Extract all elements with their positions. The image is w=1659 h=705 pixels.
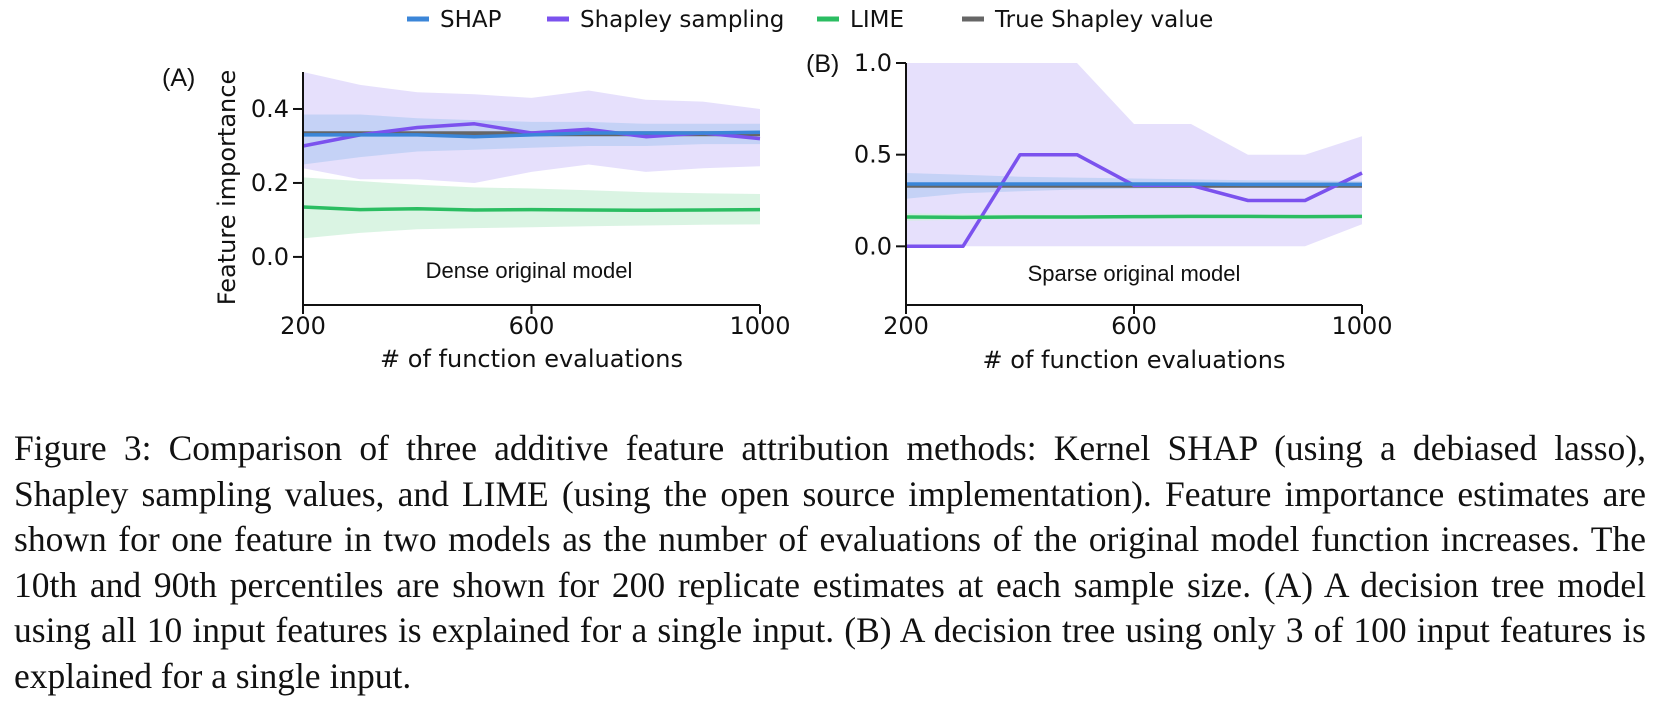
panel-b-annotation: Sparse original model [1028,261,1241,286]
panel-b-y-tick-label: 0.0 [854,232,892,260]
panel-a-x-axis-label: # of function evaluations [380,345,683,373]
panel-a-line-shap [303,130,761,139]
figure-caption: Figure 3: Comparison of three additive f… [14,428,1646,696]
panel-a: 0.0 0.2 0.4 200 600 1000 # of function evaluat… [162,64,791,373]
panel-a-y-tick-label: 0.0 [251,243,289,271]
panel-b: 0.0 0.5 1.0 200 600 1000 # of function evaluat… [806,49,1393,374]
panel-a-y-tick-label: 0.4 [251,95,289,123]
panel-b-y-tick-label: 0.5 [854,141,892,169]
panel-a-line-lime [302,205,761,213]
panel-a-annotation: Dense original model [426,258,633,283]
panel-b-x-tick-label: 1000 [1331,312,1392,340]
panel-a-y-axis-label: Feature importance [213,70,241,305]
panel-b-x-tick-label: 600 [1111,312,1157,340]
panel-b-x-tick-label: 200 [883,312,929,340]
panel-a-label: (A) [162,64,195,92]
legend: SHAP Shapley sampling LIME True Shapley val… [407,7,1213,33]
panel-b-label: (B) [806,50,839,78]
legend-label-shap: SHAP [440,7,502,33]
panel-a-x-tick-label: 1000 [729,312,790,340]
panel-b-y-tick-label: 1.0 [854,49,892,77]
panel-b-line-lime [905,214,1363,220]
panel-a-y-tick-label: 0.2 [251,169,289,197]
legend-label-true-shapley-value: True Shapley value [994,7,1213,33]
figure-canvas: SHAP Shapley sampling LIME True Shapley val… [162,7,1393,374]
panel-a-x-tick-label: 600 [509,312,555,340]
panel-a-x-tick-label: 200 [280,312,326,340]
legend-label-lime: LIME [850,7,904,33]
panel-b-x-axis-label: # of function evaluations [983,346,1286,374]
legend-label-shapley-sampling: Shapley sampling [580,7,784,33]
